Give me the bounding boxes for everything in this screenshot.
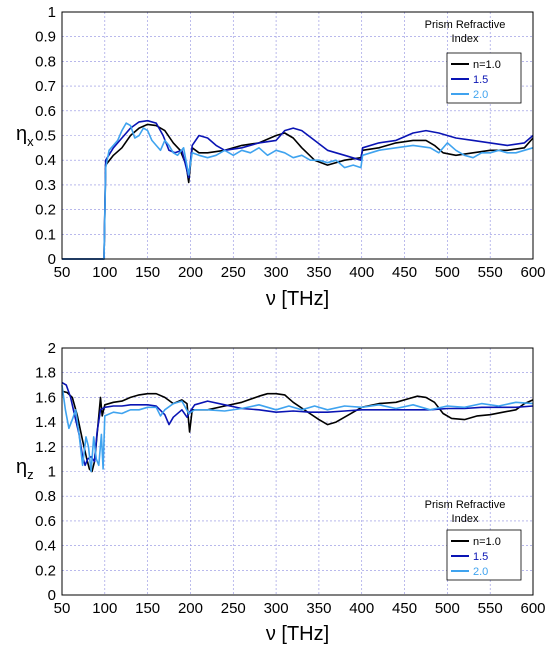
legend: Prism Refractive Index n=1.0 1.5 2.0 [425,19,522,104]
plot-frame [61,11,534,260]
x-tick-label: 500 [435,264,460,281]
chart-panel-2: 50 100 150 200 250 300 350 400 450 500 550 600 0 0.2 0… [16,340,546,645]
y-tick-label: 1 [48,464,56,481]
legend: Prism Refractive Index n=1.0 1.5 2.0 [425,499,522,581]
series-line-2-0 [62,122,534,260]
y-tick-label: 0.9 [35,29,56,46]
y-tick-label: 1 [48,4,56,21]
series-line-1-5 [61,381,534,467]
y-tick-label: 0.8 [35,488,56,505]
series-line-1-5 [62,119,534,260]
gridlines [62,12,533,259]
legend-title: Prism Refractive [425,19,506,31]
legend-entry: 1.5 [473,551,488,563]
y-tick-label: 1.6 [35,389,56,406]
y-tick-label: 0.5 [35,128,56,145]
x-tick-label: 250 [221,264,246,281]
y-tick-label: 0.7 [35,78,56,95]
legend-entry: n=1.0 [473,536,501,548]
legend-entry: 2.0 [473,566,488,578]
y-axis-label: ηz [16,456,34,482]
x-tick-label: 600 [520,264,545,281]
x-tick-label: 550 [478,600,503,617]
x-tick-label: 450 [392,600,417,617]
legend-entry: 1.5 [473,74,488,86]
y-tick-label: 1.8 [35,365,56,382]
y-tick-label: 0 [48,587,56,604]
x-tick-label: 500 [435,600,460,617]
y-tick-label: 0 [48,251,56,268]
x-tick-label: 350 [306,600,331,617]
x-tick-label: 50 [54,264,71,281]
y-tick-label: 0.3 [35,177,56,194]
x-tick-label: 250 [221,600,246,617]
y-tick-label: 0.4 [35,152,56,169]
y-tick-label: 0.1 [35,226,56,243]
x-tick-label: 400 [349,264,374,281]
y-tick-label: 0.6 [35,103,56,120]
y-axis-label: ηx [16,123,34,149]
y-tick-label: 1.2 [35,439,56,456]
plot-frame [61,347,534,596]
y-tick-label: 0.6 [35,513,56,530]
series-line-n-1-0 [61,390,534,473]
x-tick-label: 550 [478,264,503,281]
legend-title: Index [452,33,479,45]
series-line-2-0 [61,384,534,473]
x-tick-label: 600 [520,600,545,617]
legend-entry: 2.0 [473,89,488,101]
x-tick-label: 200 [178,264,203,281]
x-tick-label: 300 [264,264,289,281]
x-tick-label: 100 [92,600,117,617]
series-line-n-1-0 [62,123,534,260]
chart-panel-1: 50 100 150 200 250 300 350 400 450 500 550 600 0 0.1 0… [16,4,546,310]
legend-title: Index [452,513,479,525]
y-tick-label: 0.4 [35,538,56,555]
x-tick-label: 150 [135,264,160,281]
x-tick-label: 200 [178,600,203,617]
y-tick-label: 0.2 [35,202,56,219]
x-tick-label: 450 [392,264,417,281]
x-tick-label: 350 [306,264,331,281]
y-tick-label: 0.8 [35,53,56,70]
x-tick-label: 400 [349,600,374,617]
y-tick-label: 1.4 [35,414,56,431]
x-tick-label: 300 [264,600,289,617]
y-tick-label: 0.2 [35,562,56,579]
x-tick-label: 100 [92,264,117,281]
x-tick-label: 150 [135,600,160,617]
x-axis-label: ν [THz] [266,288,329,310]
x-axis-label: ν [THz] [266,623,329,645]
legend-entry: n=1.0 [473,59,501,71]
x-tick-label: 50 [54,600,71,617]
y-tick-label: 2 [48,340,56,357]
legend-title: Prism Refractive [425,499,506,511]
